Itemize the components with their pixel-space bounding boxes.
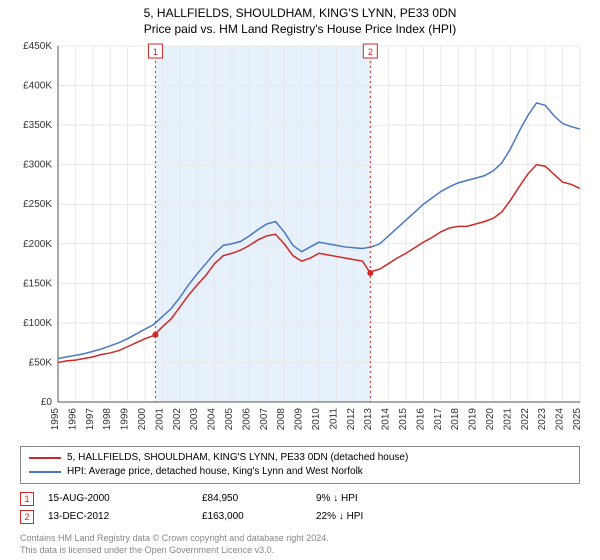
svg-text:£50K: £50K (29, 357, 53, 368)
legend-label-1: 5, HALLFIELDS, SHOULDHAM, KING'S LYNN, P… (67, 451, 408, 465)
svg-text:2009: 2009 (294, 408, 305, 431)
svg-text:2008: 2008 (276, 408, 287, 431)
marker-events-table: 1 15-AUG-2000 £84,950 9% ↓ HPI 2 13-DEC-… (20, 490, 580, 526)
marker-price-1: £84,950 (202, 490, 302, 508)
chart-address-title: 5, HALLFIELDS, SHOULDHAM, KING'S LYNN, P… (144, 6, 457, 20)
svg-text:2010: 2010 (311, 408, 322, 431)
svg-text:2016: 2016 (415, 408, 426, 431)
chart-subtitle: Price paid vs. HM Land Registry's House … (144, 22, 456, 36)
svg-text:2006: 2006 (241, 408, 252, 431)
svg-text:2021: 2021 (502, 408, 513, 431)
svg-text:2024: 2024 (555, 408, 566, 431)
svg-text:2003: 2003 (189, 408, 200, 431)
svg-text:£350K: £350K (23, 120, 52, 131)
svg-text:2007: 2007 (259, 408, 270, 431)
chart-canvas: £0 £50K £100K £150K £200K £250K £300K £350K £400… (10, 40, 590, 440)
svg-text:2020: 2020 (485, 408, 496, 431)
svg-text:2023: 2023 (537, 408, 548, 431)
svg-text:£0: £0 (41, 397, 53, 408)
svg-text:2002: 2002 (172, 408, 183, 431)
svg-text:2018: 2018 (450, 408, 461, 431)
svg-text:2012: 2012 (346, 408, 357, 431)
marker-pct-1: 9% ↓ HPI (316, 490, 426, 508)
svg-text:£300K: £300K (23, 160, 52, 171)
svg-text:2004: 2004 (207, 408, 218, 431)
marker-pct-2: 22% ↓ HPI (316, 508, 426, 526)
svg-text:2001: 2001 (154, 408, 165, 431)
marker-row-1: 1 15-AUG-2000 £84,950 9% ↓ HPI (20, 490, 580, 508)
svg-text:2: 2 (368, 47, 373, 57)
svg-text:2011: 2011 (328, 408, 339, 430)
svg-text:1997: 1997 (85, 408, 96, 431)
marker-row-2: 2 13-DEC-2012 £163,000 22% ↓ HPI (20, 508, 580, 526)
svg-text:£100K: £100K (23, 318, 52, 329)
marker-date-1: 15-AUG-2000 (48, 490, 188, 508)
legend-row-series2: HPI: Average price, detached house, King… (29, 465, 571, 479)
svg-text:£200K: £200K (23, 239, 52, 250)
svg-text:£150K: £150K (23, 278, 52, 289)
svg-text:2017: 2017 (433, 408, 444, 431)
svg-text:£400K: £400K (23, 81, 52, 92)
svg-text:2014: 2014 (381, 408, 392, 431)
svg-text:1999: 1999 (120, 408, 131, 431)
legend-label-2: HPI: Average price, detached house, King… (67, 465, 363, 479)
svg-text:2015: 2015 (398, 408, 409, 431)
svg-text:2005: 2005 (224, 408, 235, 431)
marker-badge-2: 2 (20, 510, 34, 524)
svg-text:1996: 1996 (67, 408, 78, 431)
svg-text:2022: 2022 (520, 408, 531, 431)
svg-text:2025: 2025 (572, 408, 583, 431)
legend-box: 5, HALLFIELDS, SHOULDHAM, KING'S LYNN, P… (20, 446, 580, 484)
marker-badge-1: 1 (20, 492, 34, 506)
svg-text:1995: 1995 (50, 408, 61, 431)
svg-text:£450K: £450K (23, 41, 52, 52)
marker-price-2: £163,000 (202, 508, 302, 526)
svg-text:2019: 2019 (468, 408, 479, 431)
svg-text:£250K: £250K (23, 199, 52, 210)
svg-text:2000: 2000 (137, 408, 148, 431)
svg-text:2013: 2013 (363, 408, 374, 431)
legend-row-series1: 5, HALLFIELDS, SHOULDHAM, KING'S LYNN, P… (29, 451, 571, 465)
svg-text:1: 1 (153, 47, 158, 57)
marker-date-2: 13-DEC-2012 (48, 508, 188, 526)
svg-text:1998: 1998 (102, 408, 113, 431)
footnote-text: Contains HM Land Registry data © Crown c… (20, 532, 580, 556)
